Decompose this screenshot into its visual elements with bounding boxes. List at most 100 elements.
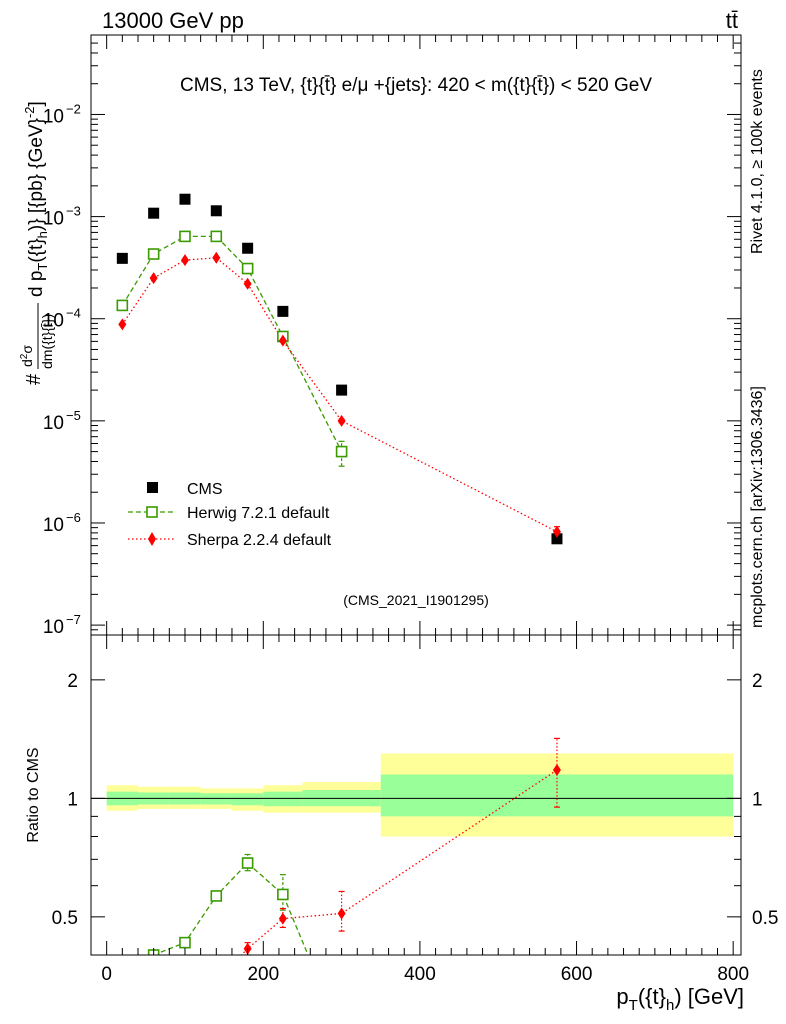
- process-label: tt̄: [726, 8, 738, 33]
- svg-text:d2σ: d2σ: [19, 345, 35, 367]
- ylabel-rest-sup: -2: [22, 106, 37, 118]
- ylabel-prefix: #: [23, 373, 45, 385]
- main-y-tick-label: 10: [43, 515, 64, 536]
- ylabel-rest-3: )} [{pb} {GeV}: [26, 118, 47, 231]
- ratio-uncertainty-bands: [91, 753, 741, 837]
- ratio-herwig-point: [277, 888, 289, 901]
- main-y-tick-label: 10: [43, 209, 64, 230]
- main-y-tick-label: 10: [43, 617, 64, 638]
- ratio-sherpa-point: [337, 907, 346, 920]
- ratio-x-tick-label: 400: [404, 964, 436, 985]
- main-y-tick-label: 10: [43, 311, 64, 332]
- xlabel-sub2: h: [666, 997, 674, 1014]
- ratio-inner-band: [200, 793, 232, 805]
- xlabel-sub: T: [629, 997, 638, 1014]
- main-y-axis: 10−710−610−510−410−310−2: [43, 34, 741, 638]
- cms-data-point: [210, 205, 222, 217]
- ratio-sherpa-line: [240, 769, 558, 955]
- ratio-x-tick-label: 600: [561, 964, 593, 985]
- main-y-tick-exponent: −3: [66, 204, 81, 219]
- ratio-x-axis-label: pT({t}h) [GeV]: [616, 984, 744, 1014]
- ratio-x-tick-label: 0: [101, 964, 112, 985]
- sherpa-data-point: [118, 318, 127, 331]
- sherpa-data-point: [278, 334, 287, 347]
- cms-data-point: [336, 384, 348, 396]
- cms-data-point: [277, 305, 289, 317]
- ratio-sherpa-point: [278, 912, 287, 925]
- main-y-tick-label: 10: [43, 106, 64, 127]
- legend-herwig-marker: [146, 506, 158, 518]
- legend-sherpa-label: Sherpa 2.2.4 default: [187, 532, 332, 549]
- main-y-tick-exponent: −7: [66, 612, 81, 627]
- cms-data-point: [116, 252, 128, 264]
- energy-label: 13000 GeV pp: [102, 8, 244, 33]
- legend-herwig-label: Herwig 7.2.1 default: [187, 505, 330, 522]
- ylabel-den: dm({t}{t̄}): [39, 314, 55, 369]
- cms-data-point: [242, 242, 254, 254]
- ratio-herwig-point: [241, 857, 254, 869]
- cms-data-point: [551, 533, 563, 545]
- ratio-y-tick-label-right: 1: [752, 789, 763, 810]
- rivet-version-label: Rivet 4.1.0, ≥ 100k events: [749, 69, 766, 254]
- sherpa-data-point: [337, 414, 346, 427]
- cms-data-point: [148, 207, 160, 219]
- ylabel-rest-sub: T: [35, 263, 50, 271]
- herwig-data-point: [241, 262, 254, 275]
- main-y-tick-exponent: −5: [66, 408, 81, 423]
- legend-cms-label: CMS: [187, 481, 223, 498]
- ratio-sherpa-point: [552, 764, 561, 777]
- sherpa-data-point: [149, 272, 158, 285]
- herwig-data-point: [116, 299, 129, 312]
- ratio-x-tick-label: 800: [717, 964, 749, 985]
- ylabel-num-sup: 2: [19, 353, 30, 359]
- xlabel-end: ) [GeV]: [674, 984, 744, 1009]
- main-y-tick-exponent: −4: [66, 306, 81, 321]
- ylabel-rest-4: ]: [26, 101, 47, 106]
- watermark-label: (CMS_2021_I1901295): [343, 592, 489, 608]
- herwig-data-point: [147, 248, 160, 260]
- main-y-tick-label: 10: [43, 413, 64, 434]
- ratio-y-tick-label: 2: [67, 671, 78, 692]
- main-y-tick-exponent: −2: [66, 101, 81, 116]
- main-title: CMS, 13 TeV, {t}{t̄} e/μ +{jets}: 420 < …: [180, 75, 652, 96]
- sherpa-data-point: [552, 525, 561, 538]
- main-panel: 10−710−610−510−410−310−2 CMS, 13 TeV, {t…: [19, 34, 742, 638]
- xlabel-p: p: [616, 984, 628, 1009]
- herwig-series-line: [121, 235, 343, 452]
- legend-cms-marker: [147, 482, 158, 493]
- main-y-tick-exponent: −6: [66, 510, 81, 525]
- mcplots-label: mcplots.cern.ch [arXiv:1306.3436]: [749, 386, 766, 628]
- svg-text:dm({t}{t̄}): dm({t}{t̄}): [39, 314, 55, 369]
- ratio-axes: 0.5 0.5 1 1 2 2 0 200 400 600 800: [52, 635, 778, 985]
- ratio-herwig-point: [210, 890, 223, 902]
- legend-sherpa-marker: [148, 532, 156, 546]
- legend: CMS Herwig 7.2.1 default Sherpa 2.2.4 de…: [128, 481, 332, 549]
- herwig-data-point: [210, 230, 223, 243]
- ylabel-num-d: d: [19, 359, 35, 367]
- ylabel-rest-2: ({t}: [26, 238, 47, 262]
- ratio-y-axis-label: Ratio to CMS: [25, 747, 42, 842]
- ratio-sherpa-point: [212, 974, 220, 986]
- ratio-herwig-point: [179, 936, 191, 949]
- svg-text:d pT({t}h)} [{pb} {GeV}-2]: d pT({t}h)} [{pb} {GeV}-2]: [22, 101, 50, 297]
- ylabel-num-sigma: σ: [19, 345, 35, 354]
- ratio-inner-band: [231, 793, 264, 806]
- ratio-inner-band: [263, 791, 303, 807]
- xlabel-mid: ({t}: [638, 984, 666, 1009]
- sherpa-data-point: [180, 254, 189, 267]
- sherpa-data-point: [212, 251, 221, 264]
- sherpa-data-point: [243, 277, 252, 290]
- ylabel-rest-sub2: h: [35, 231, 50, 238]
- ratio-y-tick-label: 1: [67, 789, 78, 810]
- cms-data-point: [179, 193, 191, 205]
- herwig-data-point: [179, 230, 191, 243]
- ratio-herwig-point: [117, 975, 127, 985]
- ratio-plot-frame: [90, 634, 742, 956]
- herwig-data-point: [335, 445, 348, 458]
- main-plot-marks: [116, 193, 563, 545]
- ratio-x-tick-label: 200: [247, 964, 279, 985]
- main-y-axis-label: # d2σ dm({t}{t̄}) d pT({t}h)} [{pb} {GeV…: [19, 101, 55, 385]
- ratio-herwig-line: [152, 862, 309, 955]
- ylabel-rest: d p: [26, 271, 47, 297]
